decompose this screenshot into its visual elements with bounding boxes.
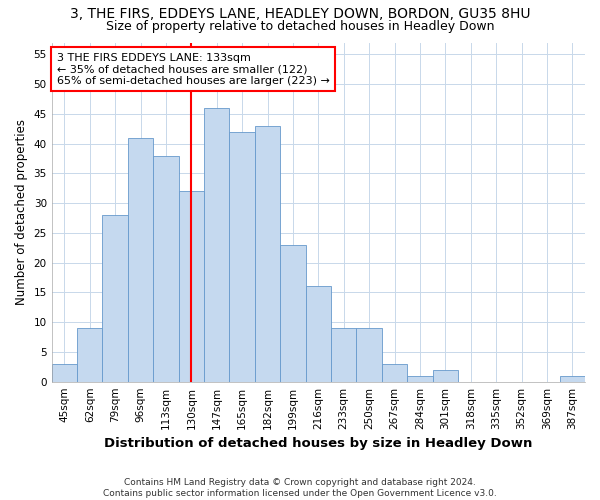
Text: Size of property relative to detached houses in Headley Down: Size of property relative to detached ho…	[106, 20, 494, 33]
Bar	[52, 364, 77, 382]
Bar	[280, 245, 305, 382]
Bar	[153, 156, 179, 382]
Bar	[229, 132, 255, 382]
Y-axis label: Number of detached properties: Number of detached properties	[15, 119, 28, 305]
Bar	[305, 286, 331, 382]
Text: 3, THE FIRS, EDDEYS LANE, HEADLEY DOWN, BORDON, GU35 8HU: 3, THE FIRS, EDDEYS LANE, HEADLEY DOWN, …	[70, 8, 530, 22]
Bar	[356, 328, 382, 382]
Bar	[204, 108, 229, 382]
Text: 3 THE FIRS EDDEYS LANE: 133sqm
← 35% of detached houses are smaller (122)
65% of: 3 THE FIRS EDDEYS LANE: 133sqm ← 35% of …	[57, 52, 330, 86]
Bar	[560, 376, 585, 382]
Bar	[77, 328, 103, 382]
Bar	[331, 328, 356, 382]
Bar	[433, 370, 458, 382]
Bar	[179, 192, 204, 382]
X-axis label: Distribution of detached houses by size in Headley Down: Distribution of detached houses by size …	[104, 437, 533, 450]
Bar	[255, 126, 280, 382]
Bar	[382, 364, 407, 382]
Text: Contains HM Land Registry data © Crown copyright and database right 2024.
Contai: Contains HM Land Registry data © Crown c…	[103, 478, 497, 498]
Bar	[128, 138, 153, 382]
Bar	[103, 215, 128, 382]
Bar	[407, 376, 433, 382]
